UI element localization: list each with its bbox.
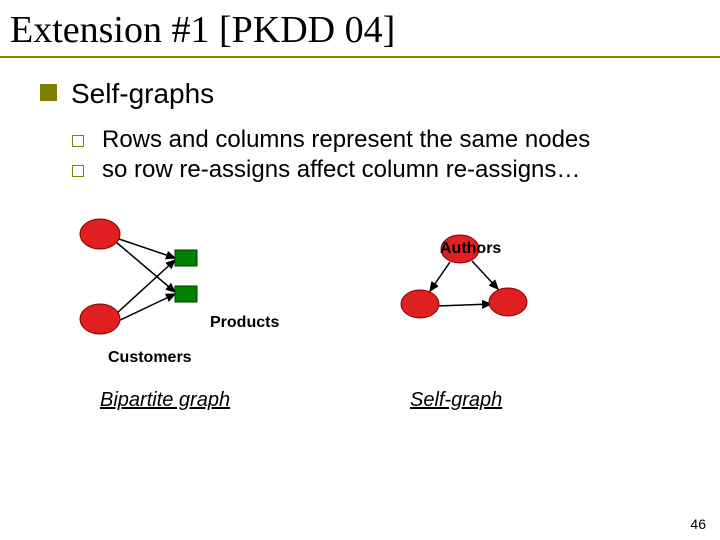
content-area: Self-graphs Rows and columns represent t… xyxy=(0,58,720,434)
bullet-level2-1: Rows and columns represent the same node… xyxy=(72,126,680,154)
bullet-hollow-icon xyxy=(72,135,84,147)
caption-bipartite: Bipartite graph xyxy=(100,389,230,412)
bullet-level1: Self-graphs xyxy=(40,78,680,110)
bullet-square-icon xyxy=(40,84,57,101)
label-authors: Authors xyxy=(440,240,501,258)
sub2-text: so row re-assigns affect column re-assig… xyxy=(102,156,580,184)
heading-text: Self-graphs xyxy=(71,78,214,110)
bullet-hollow-icon xyxy=(72,165,84,177)
diagram-area: Authors Products Customers Bipartite gra… xyxy=(40,214,680,434)
bullet-level2-2: so row re-assigns affect column re-assig… xyxy=(72,156,680,184)
caption-self: Self-graph xyxy=(410,389,502,412)
page-number: 46 xyxy=(690,516,706,532)
label-products: Products xyxy=(210,314,279,332)
label-customers: Customers xyxy=(108,349,192,367)
sub1-text: Rows and columns represent the same node… xyxy=(102,126,590,154)
slide-title: Extension #1 [PKDD 04] xyxy=(0,0,720,58)
